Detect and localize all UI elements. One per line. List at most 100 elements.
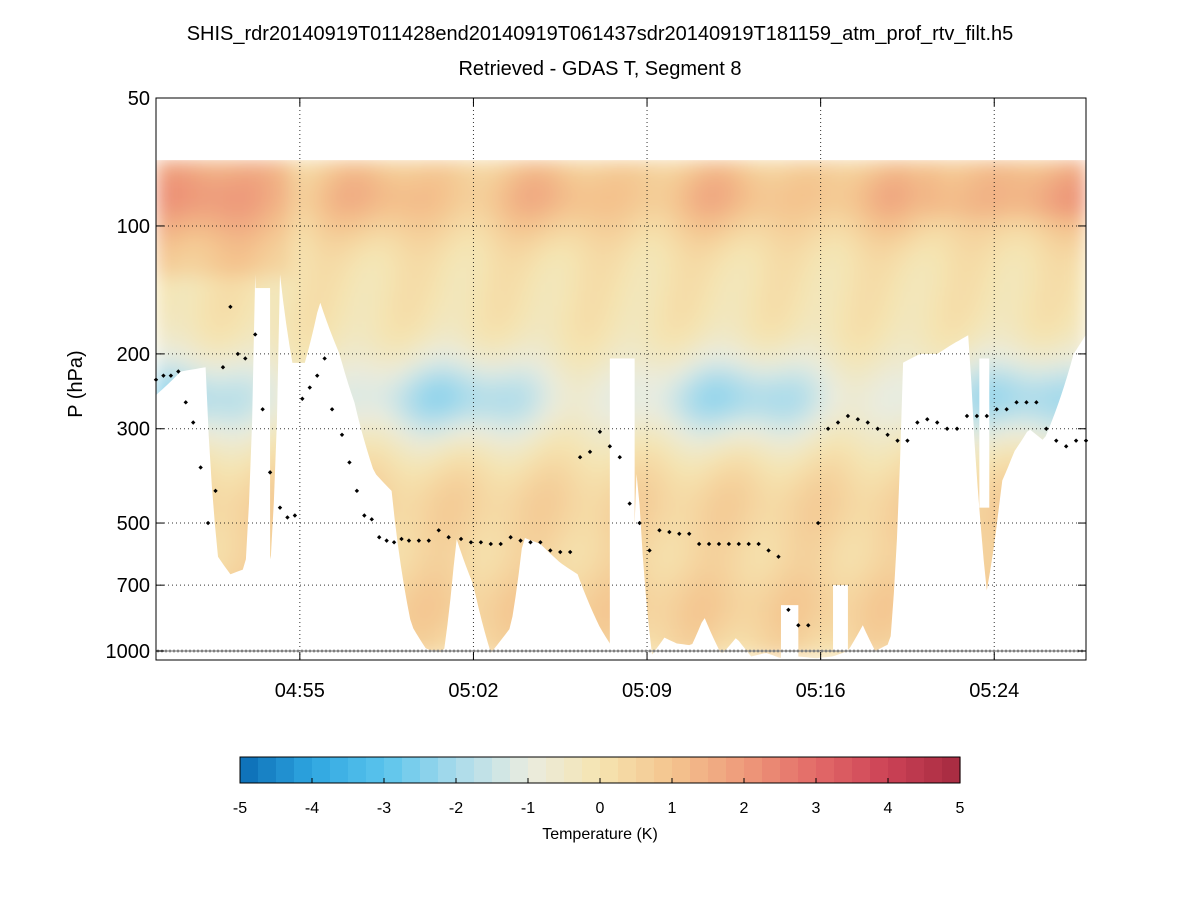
field-cell [267, 232, 281, 249]
field-cell [651, 496, 665, 513]
field-cell [837, 394, 851, 410]
field-cell [453, 306, 467, 322]
field-cell [477, 276, 492, 293]
field-cell [936, 276, 951, 293]
field-cell [229, 335, 244, 352]
surface-pressure-point [612, 649, 616, 653]
field-cell [639, 276, 653, 293]
field-cell [750, 511, 765, 527]
field-cell [750, 320, 765, 337]
field-cell [738, 335, 752, 352]
field-cell [849, 496, 864, 513]
field-cell [911, 232, 926, 249]
field-cell [688, 379, 703, 396]
field-cell [614, 174, 628, 190]
field-cell [1073, 262, 1086, 278]
field-cell [1073, 320, 1086, 337]
field-cell [304, 276, 318, 293]
field-cell [217, 511, 231, 527]
field-cell [329, 203, 343, 220]
field-cell [825, 159, 839, 176]
field-cell [701, 452, 715, 469]
field-cell [341, 247, 355, 264]
field-cell [713, 408, 727, 425]
field-cell [527, 247, 541, 264]
surface-pressure-point [948, 649, 952, 653]
field-cell [341, 335, 355, 352]
field-cell [156, 262, 169, 278]
field-cell [552, 350, 566, 366]
field-cell [800, 555, 814, 571]
field-cell [229, 262, 244, 278]
surface-pressure-point [876, 649, 880, 653]
field-cell [924, 320, 938, 337]
field-cell [167, 232, 182, 249]
cloud-top-point [1073, 438, 1079, 443]
field-cell [477, 379, 492, 396]
field-cell [415, 452, 430, 469]
field-cell [366, 247, 380, 264]
field-cell [1011, 408, 1025, 425]
field-cell [775, 364, 789, 381]
field-cell [577, 569, 591, 586]
field-cell [663, 379, 678, 396]
field-cell [329, 159, 343, 176]
field-cell [763, 262, 777, 278]
field-cell [688, 481, 703, 498]
field-cell [738, 481, 752, 498]
surface-pressure-point [972, 649, 976, 653]
field-cell [428, 320, 442, 337]
surface-pressure-point [980, 649, 984, 653]
field-cell [217, 203, 231, 220]
field-cell [428, 467, 442, 483]
field-cell [539, 394, 554, 410]
field-cell [502, 291, 517, 308]
field-cell [688, 174, 703, 190]
field-cell [465, 364, 479, 381]
field-cell [440, 481, 455, 498]
field-cell [577, 159, 591, 176]
field-cell [552, 291, 566, 308]
field-cell [378, 394, 393, 410]
field-cell [1035, 203, 1050, 220]
field-cell [825, 335, 839, 352]
field-cell [279, 262, 293, 278]
field-cell [378, 408, 393, 425]
field-cell [701, 159, 715, 176]
field-cell [242, 188, 256, 205]
surface-pressure-point [816, 649, 820, 653]
surface-pressure-point [340, 649, 344, 653]
field-cell [601, 232, 616, 249]
field-cell [564, 423, 579, 439]
field-cell [490, 320, 504, 337]
field-cell [887, 306, 901, 322]
cloud-top-point [637, 520, 642, 526]
cloud-top-point [746, 541, 751, 547]
colorbar-swatch [708, 757, 727, 783]
field-cell [936, 335, 951, 352]
cloud-top-point [984, 413, 989, 419]
field-cell [626, 159, 641, 176]
field-cell [825, 408, 839, 425]
colorbar-swatch [312, 757, 331, 783]
field-cell [663, 232, 678, 249]
field-cell [577, 496, 591, 513]
field-cell [353, 320, 368, 337]
cloud-top-point [354, 488, 360, 494]
cloud-top-point [548, 548, 553, 553]
field-cell [1060, 247, 1075, 264]
field-cell [515, 379, 529, 396]
field-cell [763, 467, 777, 483]
field-cell [837, 276, 851, 293]
field-cell [515, 247, 529, 264]
surface-pressure-point [404, 649, 408, 653]
field-cell [440, 306, 455, 322]
field-cell [825, 555, 839, 571]
field-cell [874, 247, 889, 264]
field-cell [800, 481, 814, 498]
surface-pressure-point [580, 649, 584, 653]
field-cell [391, 232, 405, 249]
surface-pressure-point [380, 649, 384, 653]
field-cell [961, 159, 975, 176]
field-cell [713, 555, 727, 571]
